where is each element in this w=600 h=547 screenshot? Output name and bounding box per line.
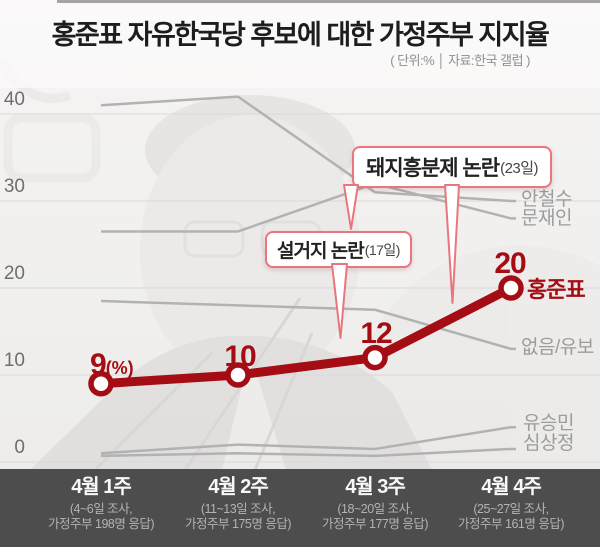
week1-label: 4월 1주 bbox=[71, 476, 132, 498]
callout-dwaeji: 돼지흥분제 논란 (23일) bbox=[352, 146, 553, 188]
week3-respondents: 가정주부 177명 응답) bbox=[322, 517, 428, 531]
week2-survey-dates: (11~13일 조사, bbox=[200, 502, 276, 516]
week2-label: 4월 2주 bbox=[208, 476, 269, 498]
week4-label: 4월 4주 bbox=[481, 476, 542, 498]
value-label-week2: 10 bbox=[215, 340, 265, 374]
y-tick-20: 20 bbox=[3, 263, 25, 284]
series-label-yoo: 유승민 bbox=[523, 413, 574, 434]
x-label-week4: 4월 4주 (25~27일 조사, 가정주부 161명 응답) bbox=[426, 475, 596, 532]
chart-unit-source-note: ( 단위:% │ 자료:한국 갤럽 ) bbox=[390, 53, 530, 68]
page-title: 홍준표 자유한국당 후보에 대한 가정주부 지지율 bbox=[51, 20, 550, 50]
week2-survey-note: (11~13일 조사, 가정주부 175명 응답) bbox=[153, 502, 323, 532]
series-label-shim: 심상정 bbox=[523, 433, 574, 454]
week2-respondents: 가정주부 175명 응답) bbox=[185, 517, 291, 531]
series-label-ahn: 안철수 bbox=[521, 189, 572, 210]
value-week2: 10 bbox=[224, 340, 256, 373]
series-label-none: 없음/유보 bbox=[521, 337, 594, 358]
x-label-week1: 4월 1주 (4~6일 조사, 가정주부 198명 응답) bbox=[16, 475, 186, 532]
callout-seolgeoji-date: (17일) bbox=[364, 241, 401, 258]
value-week4: 20 bbox=[494, 247, 526, 280]
week4-survey-note: (25~27일 조사, 가정주부 161명 응답) bbox=[426, 502, 596, 532]
y-tick-30: 30 bbox=[3, 176, 25, 197]
week3-label: 4월 3주 bbox=[345, 476, 406, 498]
value-label-week4: 20 bbox=[485, 247, 535, 281]
callout-seolgeoji: 설거지 논란 (17일) bbox=[265, 231, 412, 268]
y-tick-40: 40 bbox=[3, 89, 25, 110]
x-axis-band: 4월 1주 (4~6일 조사, 가정주부 198명 응답) 4월 2주 (11~… bbox=[0, 469, 600, 547]
value-unit-suffix: (%) bbox=[105, 358, 134, 378]
week4-respondents: 가정주부 161명 응답) bbox=[458, 517, 564, 531]
series-label-moon: 문재인 bbox=[521, 208, 572, 229]
callout-seolgeoji-text: 설거지 논란 bbox=[277, 241, 365, 262]
week1-survey-dates: (4~6일 조사, bbox=[69, 502, 133, 516]
week4-survey-dates: (25~27일 조사, bbox=[473, 502, 549, 516]
value-label-week1: 9(%) bbox=[90, 348, 134, 382]
week1-survey-note: (4~6일 조사, 가정주부 198명 응답) bbox=[16, 502, 186, 532]
y-tick-10: 10 bbox=[3, 350, 25, 371]
week3-survey-dates: (18~20일 조사, bbox=[337, 502, 413, 516]
y-tick-0: 0 bbox=[14, 437, 25, 458]
value-week3: 12 bbox=[360, 317, 392, 350]
value-week1: 9 bbox=[90, 348, 107, 381]
week1-respondents: 가정주부 198명 응답) bbox=[48, 517, 154, 531]
callout-dwaeji-text: 돼지흥분제 논란 bbox=[366, 157, 500, 180]
top-photo-edge bbox=[57, 0, 600, 3]
x-label-week2: 4월 2주 (11~13일 조사, 가정주부 175명 응답) bbox=[153, 475, 323, 532]
week3-survey-note: (18~20일 조사, 가정주부 177명 응답) bbox=[290, 502, 460, 532]
series-label-hong: 홍준표 bbox=[527, 277, 586, 302]
callout-dwaeji-date: (23일) bbox=[500, 159, 539, 177]
x-label-week3: 4월 3주 (18~20일 조사, 가정주부 177명 응답) bbox=[290, 475, 460, 532]
value-label-week3: 12 bbox=[351, 317, 401, 351]
